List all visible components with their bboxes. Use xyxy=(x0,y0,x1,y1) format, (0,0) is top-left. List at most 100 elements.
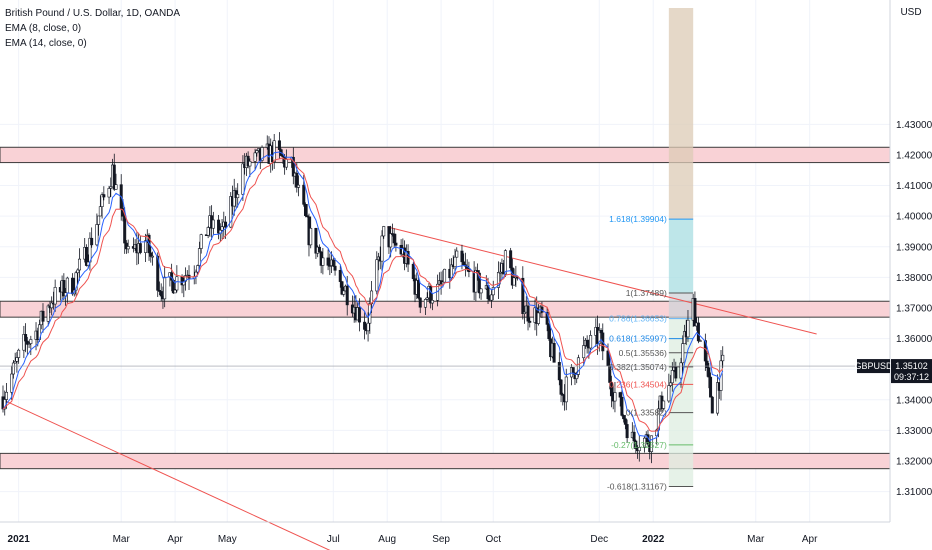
candle-body xyxy=(528,320,532,323)
ema8-legend[interactable]: EMA (8, close, 0) xyxy=(5,23,82,34)
symbol-tag: GBPUSD xyxy=(854,361,893,371)
candle-body xyxy=(623,418,627,425)
candle-body xyxy=(206,227,210,236)
candle-body xyxy=(357,307,361,323)
candle-body xyxy=(314,227,318,254)
x-tick-label: Mar xyxy=(113,534,131,545)
candle-body xyxy=(491,287,495,296)
candle-body xyxy=(363,321,367,330)
candle-body xyxy=(453,256,457,268)
ema14-legend[interactable]: EMA (14, close, 0) xyxy=(5,38,87,49)
candle-body xyxy=(455,250,459,258)
fib-label: 0(1.33582) xyxy=(626,408,667,418)
candle-body xyxy=(199,234,203,249)
fib-extension-tool[interactable] xyxy=(668,8,694,488)
candle-body xyxy=(157,290,161,292)
candle-body xyxy=(156,255,160,291)
candle-body xyxy=(15,357,19,362)
candle-body xyxy=(382,226,386,237)
candle-body xyxy=(637,446,641,452)
trendline xyxy=(2,399,331,550)
candle-body xyxy=(24,334,28,342)
fib-label: 0.5(1.35536) xyxy=(619,348,667,358)
candle-body xyxy=(625,424,629,439)
candle-body xyxy=(490,294,494,301)
candle-body xyxy=(552,342,556,363)
candle-body xyxy=(326,257,330,266)
candle-body xyxy=(571,367,575,374)
price-zone xyxy=(0,300,891,318)
candle-body xyxy=(682,331,686,344)
candle-body xyxy=(97,215,101,225)
candlestick-series xyxy=(1,132,725,464)
candle-body xyxy=(297,184,301,188)
y-tick-label: 1.43000 xyxy=(896,120,932,131)
x-tick-label: May xyxy=(218,534,237,545)
fib-label: 1(1.37489) xyxy=(626,288,667,298)
x-tick-label: Dec xyxy=(590,534,608,545)
fib-zone-teal xyxy=(668,219,694,294)
candle-body xyxy=(248,161,252,167)
candle-body xyxy=(302,184,306,205)
price-zone xyxy=(0,452,891,470)
ema14-line xyxy=(2,157,724,432)
candle-body xyxy=(149,252,153,257)
candle-body xyxy=(709,376,713,398)
candle-body xyxy=(430,300,434,304)
candle-body xyxy=(425,297,429,300)
x-tick-label: Sep xyxy=(432,534,450,545)
candle-body xyxy=(224,221,228,228)
candle-body xyxy=(498,271,502,274)
candle-body xyxy=(479,288,483,294)
candle-body xyxy=(260,147,264,161)
candle-body xyxy=(526,305,530,322)
candle-body xyxy=(305,215,309,218)
candle-body xyxy=(392,233,396,244)
candle-body xyxy=(333,265,337,271)
x-tick-label: Oct xyxy=(485,534,501,545)
candle-body xyxy=(643,437,647,448)
candle-body xyxy=(559,379,563,395)
candle-body xyxy=(236,194,240,199)
fib-zone-lower xyxy=(668,412,694,487)
candle-body xyxy=(585,339,589,347)
candle-body xyxy=(173,289,177,294)
candle-body xyxy=(622,415,626,420)
candle-body xyxy=(716,382,720,414)
candle-body xyxy=(71,277,75,295)
x-tick-label: Apr xyxy=(802,534,818,545)
candle-body xyxy=(512,277,516,286)
candle-body xyxy=(721,354,725,362)
candle-body xyxy=(197,248,201,266)
candle-body xyxy=(460,250,464,263)
candle-body xyxy=(681,343,685,364)
y-tick-label: 1.42000 xyxy=(896,150,932,161)
candle-body xyxy=(696,322,700,342)
candle-body xyxy=(674,366,678,379)
ema-lines xyxy=(2,151,724,442)
candle-body xyxy=(698,340,702,342)
candle-body xyxy=(693,298,697,327)
support-resistance-zones[interactable] xyxy=(0,146,891,470)
candle-body xyxy=(477,272,481,294)
candle-body xyxy=(338,269,342,282)
candle-body xyxy=(309,227,313,246)
candle-body xyxy=(62,280,66,297)
candle-body xyxy=(220,226,224,231)
candle-body xyxy=(241,163,245,195)
chart-title: British Pound / U.S. Dollar, 1D, OANDA xyxy=(5,8,181,19)
candle-body xyxy=(536,312,540,324)
candle-body xyxy=(389,233,393,248)
trendlines[interactable] xyxy=(2,226,817,550)
candle-body xyxy=(679,362,683,379)
chart-legend: British Pound / U.S. Dollar, 1D, OANDA E… xyxy=(5,6,180,51)
candle-body xyxy=(429,285,433,304)
candle-body xyxy=(41,310,45,322)
candle-body xyxy=(295,172,299,188)
candle-body xyxy=(597,329,601,344)
x-tick-label: Mar xyxy=(747,534,765,545)
candle-body xyxy=(211,219,215,229)
candle-body xyxy=(670,370,674,384)
x-tick-label: Apr xyxy=(167,534,183,545)
